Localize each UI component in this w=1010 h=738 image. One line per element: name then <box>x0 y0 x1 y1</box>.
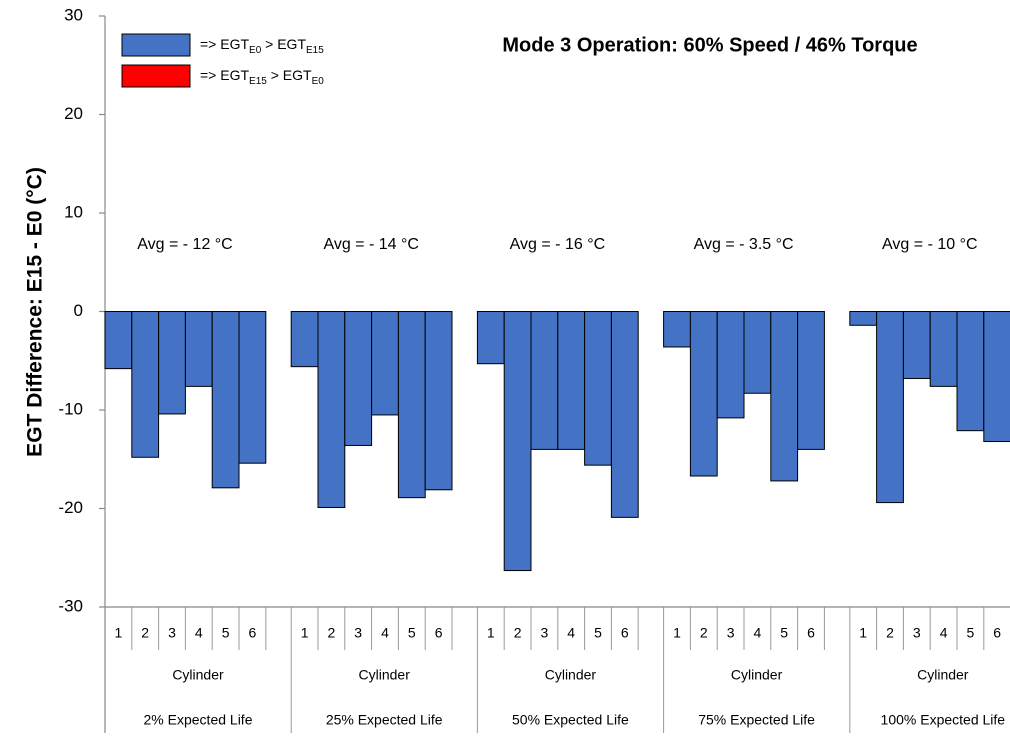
x-tick-label: 3 <box>354 625 362 641</box>
bar <box>876 311 904 504</box>
category-axis-label: Cylinder <box>359 667 411 683</box>
group-label: 75% Expected Life <box>698 712 815 728</box>
bar <box>743 311 772 394</box>
y-tick-label: -30 <box>58 596 83 615</box>
bar <box>184 311 213 387</box>
bar <box>663 311 691 348</box>
bar <box>503 311 532 572</box>
x-tick-label: 6 <box>621 625 629 641</box>
category-axis-label: Cylinder <box>545 667 597 683</box>
bar <box>290 311 319 368</box>
bar <box>104 311 133 370</box>
bar <box>158 311 186 415</box>
annotation: Avg = - 3.5 °C <box>694 236 794 253</box>
x-tick-label: 4 <box>195 625 203 641</box>
legend-label: => EGTE0 > EGTE15 <box>200 36 324 56</box>
x-tick-label: 6 <box>249 625 257 641</box>
bar <box>530 311 559 450</box>
x-tick-label: 1 <box>115 625 123 641</box>
x-tick-label: 4 <box>381 625 389 641</box>
bar <box>610 311 639 518</box>
x-tick-label: 3 <box>168 625 176 641</box>
x-tick-label: 1 <box>301 625 309 641</box>
x-tick-label: 4 <box>940 625 948 641</box>
legend-label: => EGTE15 > EGTE0 <box>200 67 324 87</box>
y-tick-label: 10 <box>64 202 83 221</box>
legend-swatch <box>121 33 191 57</box>
bar <box>238 311 267 464</box>
x-tick-label: 3 <box>727 625 735 641</box>
bar <box>902 311 931 379</box>
x-tick-label: 5 <box>222 625 230 641</box>
bar <box>211 311 240 489</box>
bar <box>983 311 1010 443</box>
legend-subscript: E15 <box>249 76 267 87</box>
legend-text: > EGT <box>261 36 306 52</box>
x-tick-label: 5 <box>967 625 975 641</box>
x-tick-label: 2 <box>141 625 149 641</box>
bar <box>424 311 453 491</box>
bar <box>716 311 745 419</box>
x-tick-label: 5 <box>780 625 788 641</box>
y-tick-label: -10 <box>58 399 83 418</box>
bar <box>476 311 505 365</box>
annotation: Avg = - 14 °C <box>323 236 418 253</box>
legend-swatch <box>121 64 191 88</box>
x-tick-label: 2 <box>886 625 894 641</box>
legend-text: > EGT <box>267 67 312 83</box>
y-tick-label: 30 <box>64 5 83 24</box>
x-tick-label: 2 <box>514 625 522 641</box>
x-tick-label: 2 <box>328 625 336 641</box>
bar <box>317 311 346 509</box>
bar <box>557 311 586 450</box>
annotation: Avg = - 10 °C <box>882 236 977 253</box>
annotation: Avg = - 12 °C <box>137 236 232 253</box>
bar <box>131 311 160 458</box>
group-label: 100% Expected Life <box>881 712 1006 728</box>
bar <box>929 311 958 387</box>
x-tick-label: 6 <box>993 625 1001 641</box>
annotation: Avg = - 16 °C <box>510 236 605 253</box>
group-label: 50% Expected Life <box>512 712 629 728</box>
category-axis-label: Cylinder <box>731 667 783 683</box>
legend-text: => EGT <box>200 36 249 52</box>
x-tick-label: 2 <box>700 625 708 641</box>
x-tick-label: 4 <box>567 625 575 641</box>
bar <box>584 311 612 466</box>
bar <box>397 311 426 499</box>
x-tick-label: 6 <box>807 625 815 641</box>
x-tick-label: 6 <box>435 625 443 641</box>
y-tick-label: 20 <box>64 104 83 123</box>
chart-title: Mode 3 Operation: 60% Speed / 46% Torque <box>502 34 917 56</box>
bar <box>689 311 718 477</box>
bar <box>956 311 985 432</box>
bar <box>849 311 878 326</box>
x-tick-label: 1 <box>673 625 681 641</box>
legend-subscript: E15 <box>306 45 324 56</box>
x-tick-label: 5 <box>408 625 416 641</box>
x-tick-label: 3 <box>541 625 549 641</box>
x-tick-label: 3 <box>913 625 921 641</box>
bar <box>371 311 399 416</box>
bar <box>344 311 373 446</box>
group-label: 25% Expected Life <box>326 712 443 728</box>
x-tick-label: 5 <box>594 625 602 641</box>
x-tick-label: 1 <box>859 625 867 641</box>
y-tick-label: 0 <box>74 301 83 320</box>
x-tick-label: 4 <box>754 625 762 641</box>
y-axis-label: EGT Difference: E15 - E0 (°C) <box>24 167 47 457</box>
group-label: 2% Expected Life <box>144 712 253 728</box>
x-tick-label: 1 <box>487 625 495 641</box>
bar <box>797 311 825 450</box>
y-tick-label: -20 <box>58 498 83 517</box>
category-axis-label: Cylinder <box>172 667 224 683</box>
bar <box>770 311 799 482</box>
legend-text: => EGT <box>200 67 249 83</box>
legend-subscript: E0 <box>312 76 325 87</box>
legend-subscript: E0 <box>249 45 262 56</box>
category-axis-label: Cylinder <box>917 667 969 683</box>
